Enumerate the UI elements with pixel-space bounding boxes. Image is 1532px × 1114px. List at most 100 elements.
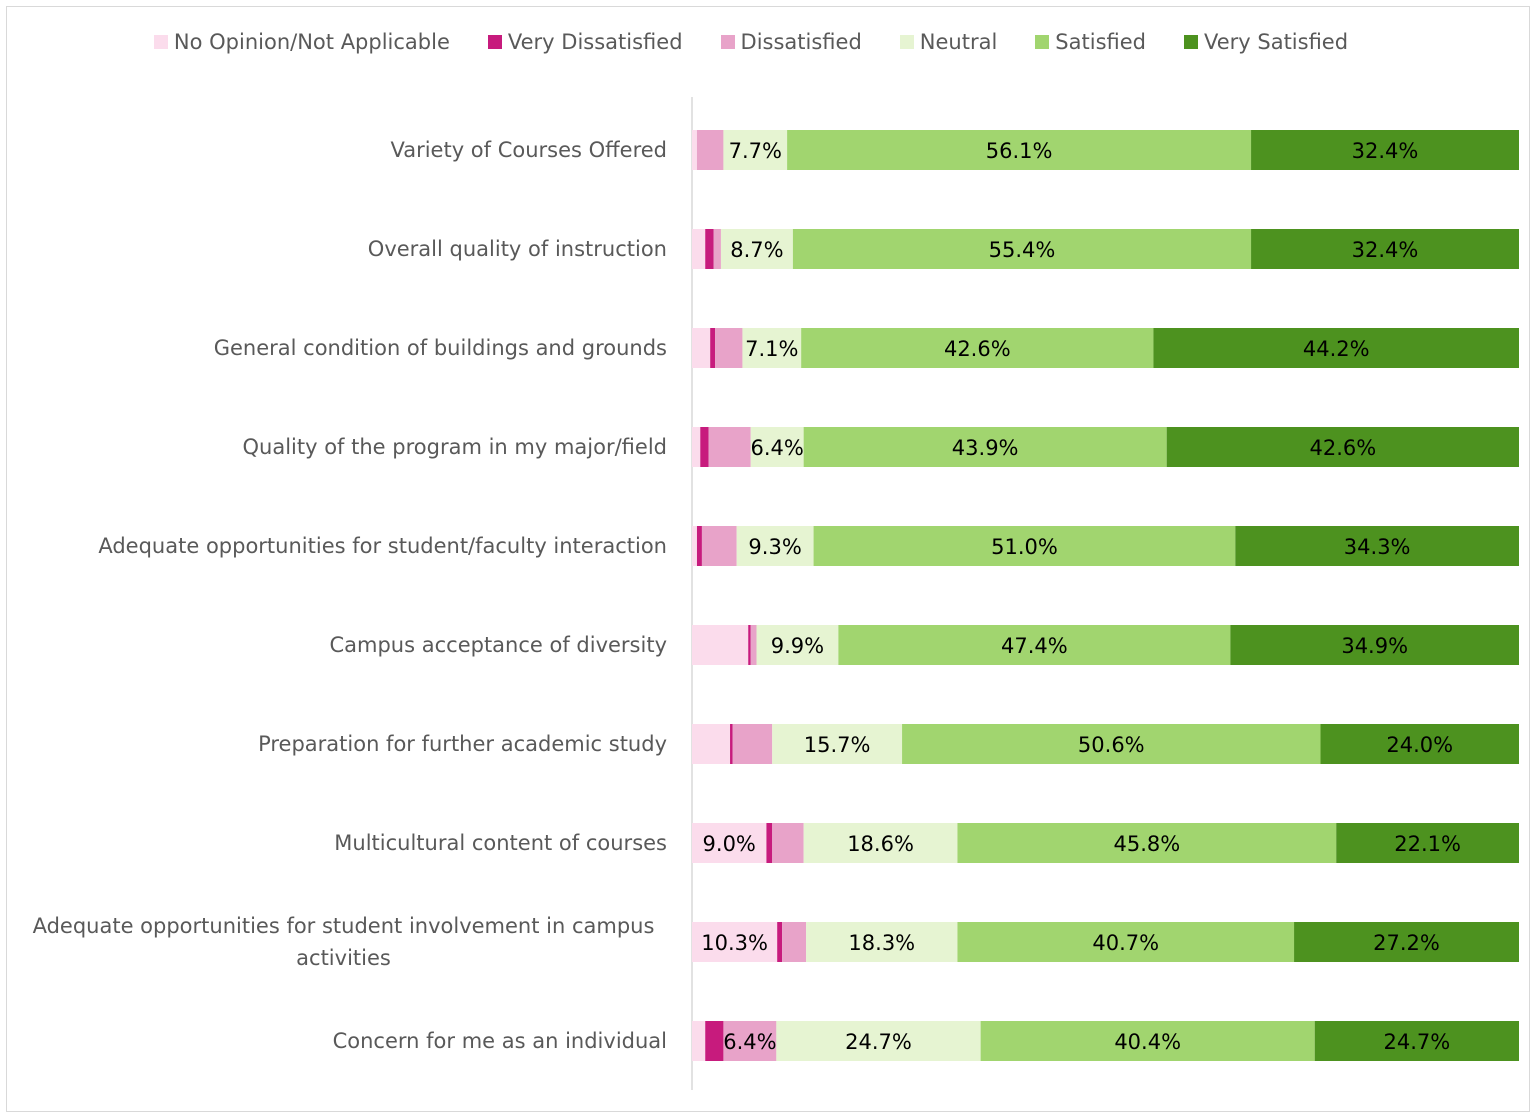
category-label: Adequate opportunities for student invol… — [32, 914, 655, 970]
bar-segment — [1314, 1021, 1519, 1061]
bar-segment — [700, 427, 709, 467]
bar-segment — [692, 922, 778, 962]
bar-segment — [692, 625, 749, 665]
bar-segment — [902, 724, 1321, 764]
legend-swatch — [1035, 35, 1050, 49]
legend-item: No Opinion/Not Applicable — [153, 30, 450, 54]
legend-item: Very Dissatisfied — [487, 30, 683, 54]
category-label: Concern for me as an individual — [332, 1029, 667, 1053]
data-label: 24.0% — [1386, 733, 1453, 757]
data-label: 34.3% — [1344, 535, 1411, 559]
bar-segment — [730, 724, 733, 764]
legend-swatch — [1183, 35, 1198, 49]
category-label: Multicultural content of courses — [334, 831, 667, 855]
bar-segment — [756, 625, 839, 665]
bar-segment — [713, 229, 721, 269]
data-label: 7.1% — [745, 337, 798, 361]
data-label: 18.3% — [848, 931, 915, 955]
data-label: 42.6% — [1309, 436, 1376, 460]
data-label: 47.4% — [1001, 634, 1068, 658]
chart-border — [6, 6, 1530, 1112]
legend-label: Satisfied — [1055, 30, 1146, 54]
data-label: 7.7% — [729, 139, 782, 163]
legend-swatch — [720, 35, 735, 49]
legend-label: Very Satisfied — [1203, 30, 1349, 54]
bar-segment — [692, 823, 767, 863]
bar-segment — [1230, 625, 1519, 665]
bar-segment — [801, 328, 1154, 368]
data-label: 22.1% — [1394, 832, 1461, 856]
legend-item: Dissatisfied — [720, 30, 862, 54]
category-label: General condition of buildings and groun… — [213, 336, 667, 360]
bar-segment — [715, 328, 743, 368]
legend: No Opinion/Not Applicable Very Dissatisfi… — [0, 30, 1532, 54]
data-label: 9.9% — [771, 634, 824, 658]
data-label: 32.4% — [1352, 238, 1419, 262]
bar-segment — [1294, 922, 1519, 962]
bar-segment — [723, 1021, 777, 1061]
bar-segment — [748, 625, 751, 665]
data-label: 43.9% — [952, 436, 1019, 460]
bar-segment — [705, 1021, 724, 1061]
data-label: 6.4% — [723, 1030, 776, 1054]
bar-segment — [776, 1021, 981, 1061]
category-label: Preparation for further academic study — [258, 732, 667, 756]
bar-segment — [705, 229, 714, 269]
data-label: 56.1% — [986, 139, 1053, 163]
bar-segment — [1320, 724, 1519, 764]
bar-segment — [750, 625, 757, 665]
bar-segment — [803, 823, 958, 863]
legend-label: Neutral — [919, 30, 998, 54]
bar-segment — [736, 526, 814, 566]
bar-segment — [957, 823, 1337, 863]
data-label: 27.2% — [1373, 931, 1440, 955]
legend-item: Neutral — [899, 30, 998, 54]
data-label: 10.3% — [701, 931, 768, 955]
bar-segment — [803, 427, 1167, 467]
data-label: 9.0% — [703, 832, 756, 856]
bar-segment — [1251, 130, 1519, 170]
data-label: 6.4% — [751, 436, 804, 460]
bar-segment — [792, 229, 1252, 269]
bar-segment — [813, 526, 1236, 566]
bar-segment — [806, 922, 958, 962]
bar-segment — [692, 229, 706, 269]
bar-segment — [701, 526, 737, 566]
legend-label: Very Dissatisfied — [507, 30, 683, 54]
bar-segment — [692, 724, 731, 764]
bar-segment — [1251, 229, 1519, 269]
bar-segment — [782, 922, 807, 962]
data-label: 24.7% — [845, 1030, 912, 1054]
data-label: 15.7% — [804, 733, 871, 757]
bar-segment — [692, 130, 697, 170]
bar-segment — [1166, 427, 1519, 467]
legend-swatch — [153, 35, 168, 49]
bar-segment — [787, 130, 1252, 170]
data-label: 55.4% — [989, 238, 1056, 262]
category-label: Adequate opportunities for student/facul… — [98, 534, 667, 558]
bar-segment — [750, 427, 804, 467]
data-label: 50.6% — [1078, 733, 1145, 757]
bar-segment — [708, 427, 751, 467]
category-label: Campus acceptance of diversity — [329, 633, 667, 657]
bar-segment — [692, 1021, 706, 1061]
data-label: 32.4% — [1352, 139, 1419, 163]
legend-swatch — [899, 35, 914, 49]
bar-segment — [766, 823, 773, 863]
bar-segment — [1153, 328, 1519, 368]
bar-segment — [692, 526, 697, 566]
bar-segment — [1235, 526, 1519, 566]
data-label: 44.2% — [1303, 337, 1370, 361]
bar-segment — [696, 130, 724, 170]
bar-segment — [772, 823, 804, 863]
data-label: 8.7% — [730, 238, 783, 262]
bar-segment — [838, 625, 1231, 665]
data-label: 42.6% — [944, 337, 1011, 361]
bar-segment — [777, 922, 783, 962]
bar-segment — [692, 328, 711, 368]
legend-item: Very Satisfied — [1183, 30, 1349, 54]
category-label: Overall quality of instruction — [367, 237, 667, 261]
bar-segment — [1336, 823, 1519, 863]
